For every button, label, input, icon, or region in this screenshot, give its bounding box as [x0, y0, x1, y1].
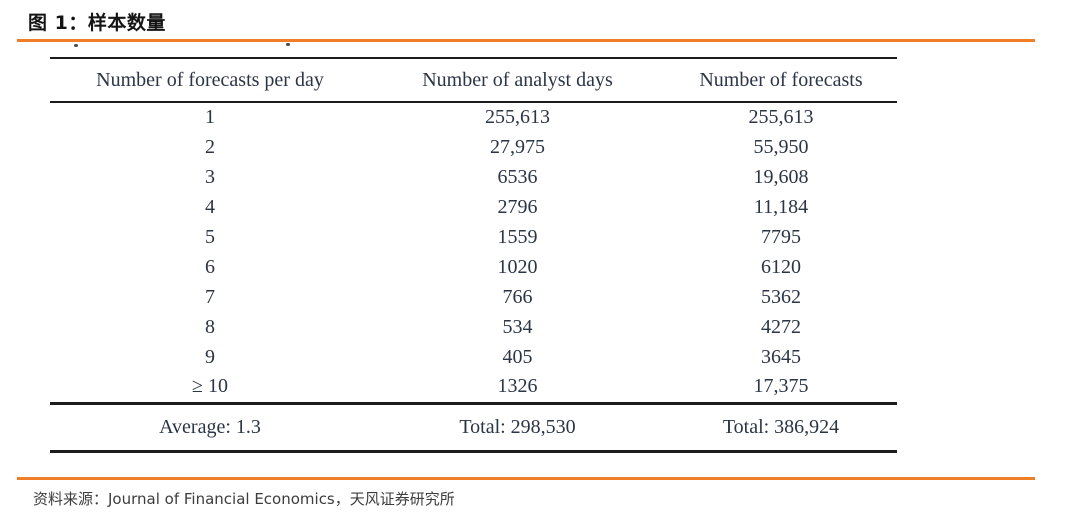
column-header: Number of forecasts — [699, 68, 863, 91]
scan-artifact-dot — [286, 43, 290, 46]
table-footer-row: Average: 1.3 Total: 298,530 Total: 386,9… — [50, 405, 897, 450]
table-row: 3 6536 19,608 — [50, 163, 897, 192]
table-header-row: Number of forecasts per day Number of an… — [50, 59, 897, 101]
source-note: 资料来源：Journal of Financial Economics，天风证券… — [33, 490, 455, 508]
cell-forecasts: 17,375 — [753, 375, 809, 398]
table-row: 1 255,613 255,613 — [50, 103, 897, 132]
cell-forecasts: 3645 — [761, 345, 801, 368]
table-header-rule — [50, 101, 897, 103]
cell-analyst-days: 766 — [502, 285, 533, 308]
cell-forecasts-per-day: 1 — [205, 106, 215, 129]
cell-analyst-days: 1559 — [497, 226, 538, 248]
cell-forecasts-per-day: 7 — [205, 285, 215, 308]
table-bottom-rule — [50, 450, 897, 453]
table-top-rule — [50, 57, 897, 59]
cell-forecasts-per-day: 9 — [205, 345, 215, 368]
table-row: ≥ 10 1326 17,375 — [50, 372, 897, 401]
cell-forecasts: 5362 — [761, 285, 801, 308]
table-row: 8 534 4272 — [50, 313, 897, 342]
cell-analyst-days: 27,975 — [490, 136, 545, 159]
footer-total-forecasts: Total: 386,924 — [722, 416, 840, 438]
table-pretotal-rule — [50, 402, 897, 405]
column-header: Number of analyst days — [422, 68, 613, 91]
cell-forecasts: 255,613 — [748, 106, 814, 129]
column-header: Number of forecasts per day — [96, 68, 324, 91]
cell-analyst-days: 2796 — [497, 196, 538, 219]
cell-forecasts-per-day: 4 — [205, 196, 215, 219]
table-row: 6 1020 6120 — [50, 253, 897, 282]
cell-forecasts-per-day: 6 — [205, 255, 215, 278]
cell-forecasts: 7795 — [761, 226, 801, 248]
table-row: 9 405 3645 — [50, 343, 897, 372]
cell-analyst-days: 534 — [502, 315, 533, 338]
cell-forecasts-per-day: 8 — [205, 315, 215, 338]
cell-analyst-days: 255,613 — [485, 106, 550, 129]
bottom-accent-divider — [17, 477, 1035, 480]
scan-artifact-dot — [74, 44, 78, 47]
table-row: 4 2796 11,184 — [50, 193, 897, 222]
cell-forecasts: 55,950 — [753, 136, 809, 159]
footer-average: Average: 1.3 — [159, 416, 261, 438]
cell-forecasts: 19,608 — [753, 166, 809, 189]
cell-forecasts-per-day: ≥ 10 — [192, 375, 228, 398]
table-row: 7 766 5362 — [50, 283, 897, 312]
cell-analyst-days: 405 — [502, 345, 533, 368]
cell-analyst-days: 1020 — [497, 255, 538, 278]
top-accent-divider — [17, 39, 1035, 42]
table-row: 5 1559 7795 — [50, 223, 897, 252]
cell-analyst-days: 6536 — [497, 166, 538, 189]
cell-forecasts: 4272 — [761, 315, 801, 338]
cell-forecasts: 6120 — [761, 255, 801, 278]
cell-forecasts-per-day: 3 — [205, 166, 215, 189]
cell-forecasts: 11,184 — [753, 196, 809, 219]
table-body: 1 255,613 255,613 2 27,975 55,950 3 6536… — [50, 103, 897, 402]
footer-total-analyst-days: Total: 298,530 — [459, 416, 576, 438]
figure-title: 图 1：样本数量 — [28, 12, 166, 34]
table-row: 2 27,975 55,950 — [50, 133, 897, 162]
cell-analyst-days: 1326 — [497, 375, 538, 398]
cell-forecasts-per-day: 2 — [205, 136, 215, 159]
cell-forecasts-per-day: 5 — [205, 226, 215, 248]
